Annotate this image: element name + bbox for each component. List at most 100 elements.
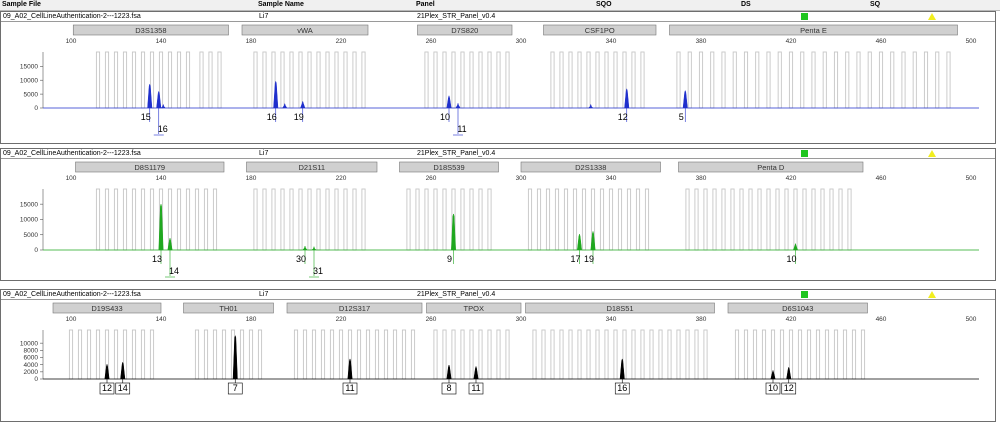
allele-call-box <box>342 382 358 395</box>
trace-peak <box>577 233 582 251</box>
allele-bin <box>104 51 110 109</box>
y-tick-label: 5000 <box>24 232 39 239</box>
trace-peak <box>282 102 288 109</box>
allele-bin <box>221 329 227 380</box>
allele-bin <box>779 329 785 380</box>
x-tick-label: 140 <box>156 38 167 45</box>
allele-bin <box>568 51 573 109</box>
sample-file-name: 09_A02_CellLineAuthentication-2---1223.f… <box>3 13 141 20</box>
allele-bin <box>505 329 510 380</box>
allele-bin <box>572 188 578 251</box>
x-tick-label: 300 <box>516 316 527 323</box>
allele-call-label: 12 <box>102 383 112 393</box>
ds-status-green-icon[interactable] <box>801 13 808 20</box>
x-tick-label: 460 <box>876 316 887 323</box>
marker-bar <box>678 161 864 173</box>
allele-bin <box>320 329 326 380</box>
trace-peak <box>455 102 461 109</box>
col-ds[interactable]: DS <box>741 1 751 8</box>
col-sqo[interactable]: SQO <box>596 1 612 8</box>
trace-peak <box>446 94 452 109</box>
marker-label: Penta D <box>757 163 785 172</box>
allele-bin <box>325 188 330 251</box>
ds-status-green-icon[interactable] <box>801 291 808 298</box>
allele-bin <box>460 188 465 251</box>
allele-bin <box>748 188 753 251</box>
allele-bin <box>766 188 771 251</box>
trace-peak <box>624 87 630 109</box>
marker-label: TH01 <box>219 304 237 313</box>
electropherogram-panel-2: 09_A02_CellLineAuthentication-2---1223.f… <box>0 148 996 281</box>
allele-bin <box>451 329 456 380</box>
allele-bin <box>298 188 303 251</box>
allele-call-label: 12 <box>618 112 628 122</box>
allele-bin <box>478 188 483 251</box>
allele-bin <box>676 329 681 380</box>
trace-peak <box>104 363 110 380</box>
allele-bin <box>280 188 285 251</box>
allele-bin <box>797 329 803 380</box>
allele-bin <box>550 329 555 380</box>
allele-bin <box>806 329 812 380</box>
allele-bin <box>559 329 564 380</box>
allele-bin <box>86 329 92 380</box>
allele-call-box <box>99 382 115 395</box>
trace-peak <box>446 364 452 380</box>
y-tick-label: 0 <box>34 105 38 112</box>
allele-call-label: 15 <box>141 112 151 122</box>
allele-bin <box>536 188 542 251</box>
marker-label: D18S51 <box>606 304 633 313</box>
allele-call-label: 5 <box>679 112 684 122</box>
y-tick-label: 15000 <box>20 201 38 208</box>
trace-peak <box>451 213 456 251</box>
allele-bin <box>203 188 209 251</box>
marker-label: TPOX <box>464 304 484 313</box>
allele-bin <box>833 329 839 380</box>
sq-status-warning-icon[interactable] <box>928 13 936 20</box>
allele-call-label: 10 <box>768 383 778 393</box>
x-tick-label: 420 <box>786 38 797 45</box>
panel-title-row: 09_A02_CellLineAuthentication-2---1223.f… <box>1 12 995 22</box>
allele-bin <box>890 51 895 109</box>
allele-bin <box>478 51 483 109</box>
marker-label: D2S1338 <box>575 163 606 172</box>
x-tick-label: 500 <box>966 38 977 45</box>
y-tick-label: 0 <box>34 247 38 254</box>
sq-status-warning-icon[interactable] <box>928 291 936 298</box>
y-tick-label: 5000 <box>24 91 39 98</box>
allele-bin <box>131 188 137 251</box>
col-sq[interactable]: SQ <box>870 1 881 8</box>
trace-peak <box>147 83 153 109</box>
x-tick-label: 500 <box>966 175 977 182</box>
col-sample-name[interactable]: Sample Name <box>258 1 304 8</box>
allele-bin <box>302 329 308 380</box>
allele-call-label: 16 <box>617 383 627 393</box>
allele-bin <box>788 51 794 109</box>
allele-bin <box>640 51 645 109</box>
sq-status-warning-icon[interactable] <box>928 150 936 157</box>
allele-bin <box>361 188 366 251</box>
allele-bin <box>334 51 339 109</box>
allele-bin <box>352 188 357 251</box>
ds-status-green-icon[interactable] <box>801 150 808 157</box>
allele-bin <box>766 51 771 109</box>
allele-bin <box>442 51 447 109</box>
allele-bin <box>496 329 501 380</box>
allele-bin <box>271 188 276 251</box>
allele-call-label: 7 <box>233 383 238 393</box>
panel-name: 21Plex_STR_Panel_v0.4 <box>417 13 496 20</box>
allele-bin <box>577 51 582 109</box>
allele-bin <box>649 329 654 380</box>
allele-bin <box>383 329 389 380</box>
marker-bar <box>727 302 868 314</box>
allele-call-box <box>115 382 131 395</box>
allele-bin <box>176 188 182 251</box>
allele-bin <box>262 188 267 251</box>
allele-bin <box>532 329 537 380</box>
marker-bar <box>241 24 369 36</box>
col-sample-file[interactable]: Sample File <box>2 1 41 8</box>
col-panel[interactable]: Panel <box>416 1 435 8</box>
